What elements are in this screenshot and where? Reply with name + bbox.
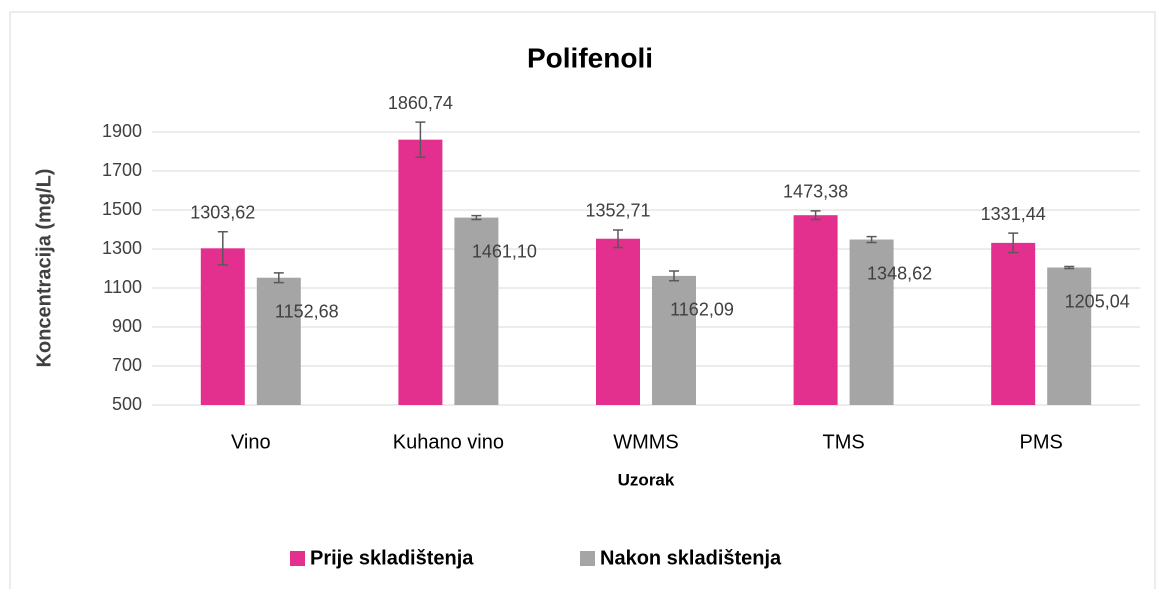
bar	[849, 239, 894, 405]
x-tick-label: Kuhano vino	[393, 431, 504, 453]
data-label: 1860,74	[388, 93, 453, 113]
x-tick-label: PMS	[1020, 431, 1063, 453]
data-label: 1461,10	[472, 241, 537, 261]
y-tick-label: 500	[112, 394, 142, 414]
chart-title: Polifenoli	[527, 42, 653, 73]
error-bar	[1008, 232, 1019, 254]
bar	[256, 277, 301, 405]
y-tick-label: 700	[112, 355, 142, 375]
y-axis-label: Koncentracija (mg/L)	[33, 169, 55, 368]
error-bar	[1064, 265, 1075, 270]
bar	[793, 215, 838, 405]
legend-swatch	[580, 551, 595, 566]
y-tick-label: 1900	[102, 121, 142, 141]
x-tick-label: Vino	[231, 431, 271, 453]
error-bar	[669, 270, 679, 282]
bar	[398, 139, 443, 405]
x-tick-label: WMMS	[613, 431, 679, 453]
error-bar	[415, 121, 426, 158]
data-label: 1331,44	[981, 204, 1046, 224]
data-label: 1473,38	[783, 182, 848, 202]
data-label: 1152,68	[275, 301, 339, 321]
y-tick-label: 1700	[102, 160, 142, 180]
legend-swatch	[290, 551, 305, 566]
error-bar	[866, 235, 877, 244]
y-tick-label: 900	[112, 316, 142, 336]
data-label: 1348,62	[867, 263, 932, 283]
y-tick-label: 1500	[102, 199, 142, 219]
error-bar	[613, 229, 623, 249]
legend-label: Prije skladištenja	[310, 547, 474, 569]
data-label: 1162,09	[670, 300, 734, 320]
y-tick-label: 1300	[102, 238, 142, 258]
data-label: 1352,71	[585, 201, 650, 221]
y-tick-label: 1100	[103, 277, 142, 297]
data-label: 1205,04	[1065, 291, 1130, 311]
error-bar	[810, 210, 821, 221]
error-bar	[217, 230, 228, 266]
x-tick-label: TMS	[822, 431, 864, 453]
bar	[596, 238, 640, 405]
legend-label: Nakon skladištenja	[600, 547, 782, 569]
bar	[1047, 267, 1092, 405]
error-bar	[273, 272, 284, 284]
bar	[454, 217, 499, 405]
error-bar	[471, 214, 482, 221]
x-axis-label: Uzorak	[618, 470, 675, 489]
data-label: 1303,62	[190, 202, 255, 222]
bar	[200, 248, 245, 405]
chart-frame	[9, 11, 1156, 594]
bar	[652, 275, 696, 405]
bar	[991, 242, 1036, 405]
